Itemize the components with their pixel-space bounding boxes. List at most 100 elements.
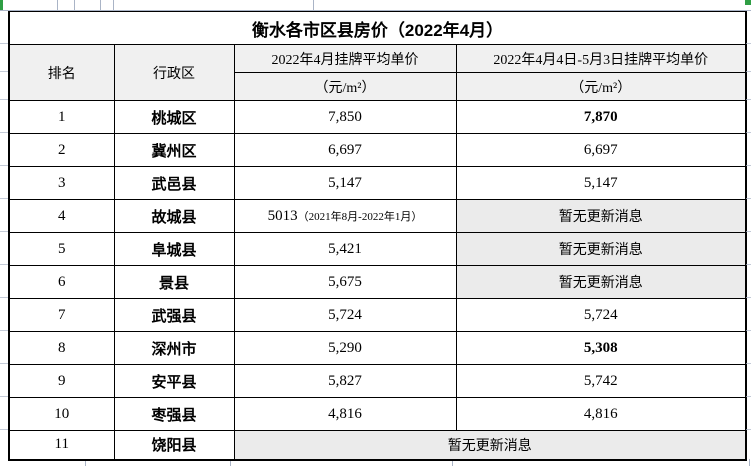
sheet-gridline-stub xyxy=(85,459,86,466)
cell-price-range[interactable]: 5,742 xyxy=(455,364,747,398)
cell-district[interactable]: 深州市 xyxy=(113,331,235,365)
sheet-gridline-stub xyxy=(746,264,751,265)
cell-price-range[interactable]: 暂无更新消息 xyxy=(455,199,747,233)
sheet-gridline-stub xyxy=(746,363,751,364)
cell-price-apr[interactable]: 5013（2021年8月-2022年1月） xyxy=(233,199,457,233)
cell-price-range[interactable]: 6,697 xyxy=(455,133,747,167)
table-row: 9 安平县 5,827 5,742 xyxy=(8,364,747,398)
sheet-gridline-stub xyxy=(313,0,314,10)
cell-district[interactable]: 冀州区 xyxy=(113,133,235,167)
cell-rank[interactable]: 9 xyxy=(8,364,115,398)
cell-district[interactable]: 安平县 xyxy=(113,364,235,398)
sheet-gridline-stub xyxy=(113,0,114,10)
header-row-2: （元/m²） （元/m²） xyxy=(9,72,747,101)
cell-price-range[interactable]: 暂无更新消息 xyxy=(455,265,747,299)
sheet-gridline-stub xyxy=(0,165,8,166)
header-apr-price[interactable]: 2022年4月挂牌平均单价 xyxy=(233,44,457,73)
price-value: 6,697 xyxy=(583,141,618,158)
sheet-gridline-stub xyxy=(746,132,751,133)
table-row: 3 武邑县 5,147 5,147 xyxy=(8,166,747,200)
table-row: 1 桃城区 7,850 7,870 xyxy=(8,100,747,134)
cell-price-range[interactable]: 暂无更新消息 xyxy=(455,232,747,266)
price-value: 5,724 xyxy=(328,306,362,323)
price-value: 5,147 xyxy=(328,174,362,191)
sheet-gridline-stub xyxy=(0,330,8,331)
sheet-gridline-stub xyxy=(0,429,8,430)
cell-rank[interactable]: 7 xyxy=(8,298,115,332)
cell-price-range[interactable]: 5,147 xyxy=(455,166,747,200)
price-value: 5,675 xyxy=(328,273,362,290)
sheet-gridline-stub xyxy=(0,363,8,364)
cell-district[interactable]: 故城县 xyxy=(113,199,235,233)
price-table: 衡水各市区县房价（2022年4月） 排名 行政区 2022年4月挂牌平均单价 2… xyxy=(8,11,748,461)
cell-price-apr[interactable]: 5,421 xyxy=(233,232,457,266)
cell-district[interactable]: 武强县 xyxy=(113,298,235,332)
cell-price-apr[interactable]: 5,290 xyxy=(233,331,457,365)
header-apr-price-unit[interactable]: （元/m²） xyxy=(233,72,457,101)
price-value: 5013 xyxy=(267,207,298,224)
table-title[interactable]: 衡水各市区县房价（2022年4月） xyxy=(8,11,747,45)
cell-district[interactable]: 饶阳县 xyxy=(113,430,235,460)
table-row: 8 深州市 5,290 5,308 xyxy=(8,331,747,365)
cell-price-range[interactable]: 4,816 xyxy=(455,397,747,431)
cell-district[interactable]: 桃城区 xyxy=(113,100,235,134)
table-body: 1 桃城区 7,850 7,870 2 冀州区 6,697 6,697 3 武邑县 5,147 5,1… xyxy=(8,100,747,460)
table-row: 2 冀州区 6,697 6,697 xyxy=(8,133,747,167)
cell-price-apr[interactable]: 5,827 xyxy=(233,364,457,398)
header-rank[interactable]: 排名 xyxy=(8,44,115,101)
price-value: 7,850 xyxy=(328,108,362,125)
cell-rank[interactable]: 2 xyxy=(8,133,115,167)
sheet-gridline-stub xyxy=(57,0,58,10)
cell-rank[interactable]: 4 xyxy=(8,199,115,233)
price-value: 5,724 xyxy=(583,306,618,323)
price-value: 5,742 xyxy=(583,372,618,389)
cell-price-apr[interactable]: 5,724 xyxy=(233,298,457,332)
sheet-gridline-stub xyxy=(746,165,751,166)
table-row: 4 故城县 5013（2021年8月-2022年1月） 暂无更新消息 xyxy=(8,199,747,233)
sheet-gridline-stub xyxy=(746,71,751,72)
price-value: 5,308 xyxy=(583,339,618,356)
cell-rank[interactable]: 5 xyxy=(8,232,115,266)
cell-rank[interactable]: 11 xyxy=(8,430,115,460)
cell-price-apr[interactable]: 5,147 xyxy=(233,166,457,200)
price-value: 暂无更新消息 xyxy=(558,276,643,291)
sheet-gridline-stub xyxy=(746,198,751,199)
cell-price-apr[interactable]: 6,697 xyxy=(233,133,457,167)
sheet-gridline-stub xyxy=(746,43,751,44)
price-value: 5,290 xyxy=(328,339,362,356)
cell-rank[interactable]: 3 xyxy=(8,166,115,200)
cell-district[interactable]: 枣强县 xyxy=(113,397,235,431)
cell-rank[interactable]: 8 xyxy=(8,331,115,365)
sheet-gridline-stub xyxy=(0,297,8,298)
cell-price-apr[interactable]: 5,675 xyxy=(233,265,457,299)
cell-rank[interactable]: 1 xyxy=(8,100,115,134)
header-range-price-unit[interactable]: （元/m²） xyxy=(455,72,747,101)
cell-price-apr[interactable]: 7,850 xyxy=(233,100,457,134)
cell-rank[interactable]: 10 xyxy=(8,397,115,431)
cell-district[interactable]: 武邑县 xyxy=(113,166,235,200)
header-district[interactable]: 行政区 xyxy=(113,44,235,101)
price-value: 5,421 xyxy=(328,240,362,257)
sheet-gridline-stub xyxy=(0,198,8,199)
sheet-gridline-stub xyxy=(0,71,8,72)
sheet-gridline-stub xyxy=(230,459,231,466)
header-range-price[interactable]: 2022年4月4日-5月3日挂牌平均单价 xyxy=(455,44,747,73)
cell-no-update-merged[interactable]: 暂无更新消息 xyxy=(233,430,747,460)
cell-price-range[interactable]: 5,308 xyxy=(455,331,747,365)
cell-district[interactable]: 阜城县 xyxy=(113,232,235,266)
price-period-note: （2021年8月-2022年1月） xyxy=(297,210,423,223)
sheet-gridline-stub xyxy=(746,297,751,298)
price-value: 5,147 xyxy=(583,174,618,191)
cell-district[interactable]: 景县 xyxy=(113,265,235,299)
sheet-gridline-stub xyxy=(746,99,751,100)
cell-price-range[interactable]: 7,870 xyxy=(455,100,747,134)
sheet-gridline-top xyxy=(0,10,751,11)
cell-rank[interactable]: 6 xyxy=(8,265,115,299)
table-row: 11 饶阳县 暂无更新消息 xyxy=(8,430,747,460)
sheet-gridline-stub xyxy=(746,429,751,430)
sheet-gridline-stub xyxy=(452,459,453,466)
price-value: 4,816 xyxy=(328,405,362,422)
sheet-gridline-stub xyxy=(746,330,751,331)
cell-price-apr[interactable]: 4,816 xyxy=(233,397,457,431)
cell-price-range[interactable]: 5,724 xyxy=(455,298,747,332)
